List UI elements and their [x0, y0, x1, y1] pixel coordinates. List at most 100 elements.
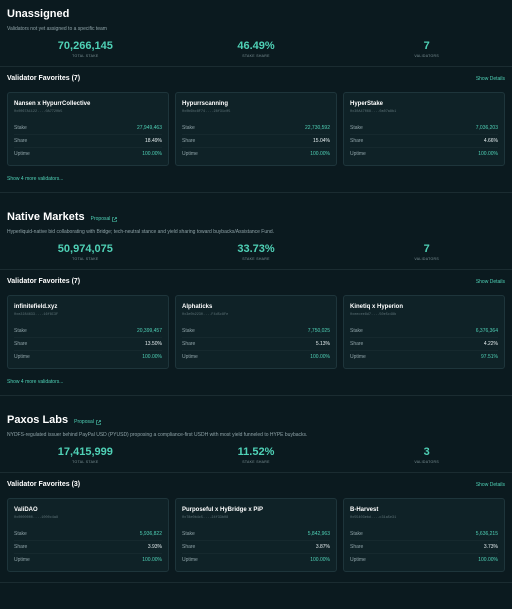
- uptime-value: 100.00%: [478, 557, 498, 563]
- uptime-label: Uptime: [182, 354, 198, 360]
- share-label: Share: [182, 138, 196, 144]
- share-value: 13.50%: [145, 341, 162, 347]
- validator-address: 0xeecee8d7....50e5c48b: [350, 313, 397, 317]
- show-details-link[interactable]: Show Details: [475, 278, 505, 285]
- share-row: Share 13.50%: [14, 337, 162, 350]
- validator-card[interactable]: infinitefield.xyz 0xe2284633....16f8C3F …: [7, 295, 169, 369]
- validator-card[interactable]: HyperStake 0x30A47068....0a07a8b1 Stake …: [343, 92, 505, 166]
- stat-label: VALIDATORS: [414, 257, 439, 261]
- share-row: Share 5.13%: [182, 337, 330, 350]
- stake-value: 5,842,963: [307, 531, 330, 537]
- validator-card[interactable]: Alphaticks 0x3e0b2230....F4d5c8Fe Stake …: [175, 295, 337, 369]
- show-more-link[interactable]: Show 4 more validators...: [7, 379, 64, 385]
- uptime-value: 100.00%: [478, 151, 498, 157]
- share-row: Share 3.93%: [14, 540, 162, 553]
- show-more-link[interactable]: [0, 572, 512, 582]
- team-description: Hyperliquid-native bid collaborating wit…: [7, 229, 275, 235]
- show-details-link[interactable]: Show Details: [475, 481, 505, 488]
- stat-label: TOTAL STAKE: [72, 460, 99, 464]
- uptime-value: 100.00%: [142, 354, 162, 360]
- validator-card[interactable]: Purposeful x HyBridge x PiP 0x78e0b4c5..…: [175, 498, 337, 572]
- uptime-label: Uptime: [350, 151, 366, 157]
- validator-card[interactable]: Nansen x HypurrCollective 0x0067A1122...…: [7, 92, 169, 166]
- share-value: 15.04%: [313, 138, 330, 144]
- stat-stake-share: 33.73% STAKE SHARE: [171, 243, 342, 261]
- stake-row: Stake 5,936,822: [14, 528, 162, 540]
- stake-row: Stake 20,399,457: [14, 325, 162, 337]
- show-more-link[interactable]: Show 4 more validators...: [7, 176, 64, 182]
- validator-name: Alphaticks: [182, 304, 213, 310]
- validator-name: Nansen x HypurrCollective: [14, 101, 91, 107]
- stake-label: Stake: [350, 125, 363, 131]
- share-label: Share: [14, 138, 28, 144]
- uptime-value: 97.51%: [481, 354, 498, 360]
- uptime-label: Uptime: [14, 151, 30, 157]
- stat-value: 46.49%: [237, 40, 275, 52]
- stat-value: 70,266,145: [57, 40, 113, 52]
- team-section: Paxos Labs Proposal NYDFS-regulated issu…: [0, 406, 512, 583]
- validator-cards: ValiDAO 0x0000000....1000c4a8 Stake 5,93…: [0, 488, 512, 572]
- stat-value: 3: [423, 446, 430, 458]
- validator-name: Hypurrscanning: [182, 101, 229, 107]
- favorites-title: Validator Favorites (3): [7, 481, 81, 488]
- stat-total-stake: 17,415,999 TOTAL STAKE: [0, 446, 171, 464]
- uptime-value: 100.00%: [310, 557, 330, 563]
- favorites-title: Validator Favorites (7): [7, 278, 81, 285]
- teams-list: Unassigned Validators not yet assigned t…: [0, 0, 512, 583]
- proposal-label: Proposal: [90, 216, 111, 222]
- team-section: Unassigned Validators not yet assigned t…: [0, 0, 512, 193]
- team-section: Native Markets Proposal Hyperliquid-nati…: [0, 203, 512, 396]
- stat-label: TOTAL STAKE: [72, 257, 99, 261]
- validator-name: HyperStake: [350, 101, 384, 107]
- uptime-label: Uptime: [14, 557, 30, 563]
- team-title: Paxos Labs: [7, 414, 69, 426]
- stake-value: 22,730,592: [304, 125, 330, 131]
- favorites-title: Validator Favorites (7): [7, 75, 81, 82]
- stake-value: 5,936,822: [139, 531, 162, 537]
- validator-card[interactable]: B-Harvest 0x55403ebd....c31a5e31 Stake 5…: [343, 498, 505, 572]
- stat-stake-share: 46.49% STAKE SHARE: [171, 40, 342, 58]
- proposal-link[interactable]: Proposal: [74, 419, 101, 425]
- validator-name: Kinetiq x Hyperion: [350, 304, 404, 310]
- show-details-link[interactable]: Show Details: [475, 75, 505, 82]
- validator-name: infinitefield.xyz: [14, 304, 58, 310]
- stat-validators: 7 VALIDATORS: [341, 243, 512, 261]
- uptime-row: Uptime 97.51%: [350, 350, 498, 363]
- uptime-label: Uptime: [350, 557, 366, 563]
- stake-label: Stake: [182, 531, 195, 537]
- validator-card[interactable]: Kinetiq x Hyperion 0xeecee8d7....50e5c48…: [343, 295, 505, 369]
- team-title: Unassigned: [7, 8, 70, 20]
- share-row: Share 3.87%: [182, 540, 330, 553]
- share-row: Share 3.73%: [350, 540, 498, 553]
- share-value: 3.73%: [483, 544, 498, 550]
- share-label: Share: [14, 544, 28, 550]
- stat-total-stake: 70,266,145 TOTAL STAKE: [0, 40, 171, 58]
- uptime-value: 100.00%: [310, 151, 330, 157]
- stake-row: Stake 5,842,963: [182, 528, 330, 540]
- stake-value: 20,399,457: [136, 328, 162, 334]
- validator-name: Purposeful x HyBridge x PiP: [182, 507, 264, 513]
- stake-label: Stake: [182, 328, 195, 334]
- team-description: NYDFS-regulated issuer behind PayPal USD…: [7, 432, 308, 438]
- stake-value: 6,376,364: [475, 328, 498, 334]
- validator-cards: Nansen x HypurrCollective 0x0067A1122...…: [0, 82, 512, 166]
- validator-address: 0x0b6bc8F74....28f31c05: [182, 110, 231, 114]
- stat-label: STAKE SHARE: [242, 54, 270, 58]
- uptime-row: Uptime 100.00%: [182, 350, 330, 363]
- stake-value: 7,750,025: [307, 328, 330, 334]
- validator-card[interactable]: Hypurrscanning 0x0b6bc8F74....28f31c05 S…: [175, 92, 337, 166]
- share-label: Share: [182, 544, 196, 550]
- validator-name: ValiDAO: [14, 507, 38, 513]
- stake-row: Stake 22,730,592: [182, 122, 330, 134]
- proposal-link[interactable]: Proposal: [91, 216, 118, 222]
- validator-card[interactable]: ValiDAO 0x0000000....1000c4a8 Stake 5,93…: [7, 498, 169, 572]
- proposal-label: Proposal: [74, 419, 94, 425]
- share-value: 18.49%: [145, 138, 162, 144]
- uptime-row: Uptime 100.00%: [14, 350, 162, 363]
- stat-value: 33.73%: [237, 243, 275, 255]
- team-title: Native Markets: [7, 211, 85, 223]
- stake-row: Stake 7,750,025: [182, 325, 330, 337]
- stat-validators: 7 VALIDATORS: [341, 40, 512, 58]
- validator-address: 0x0067A1122....0A7720b5: [14, 110, 63, 114]
- uptime-label: Uptime: [182, 557, 198, 563]
